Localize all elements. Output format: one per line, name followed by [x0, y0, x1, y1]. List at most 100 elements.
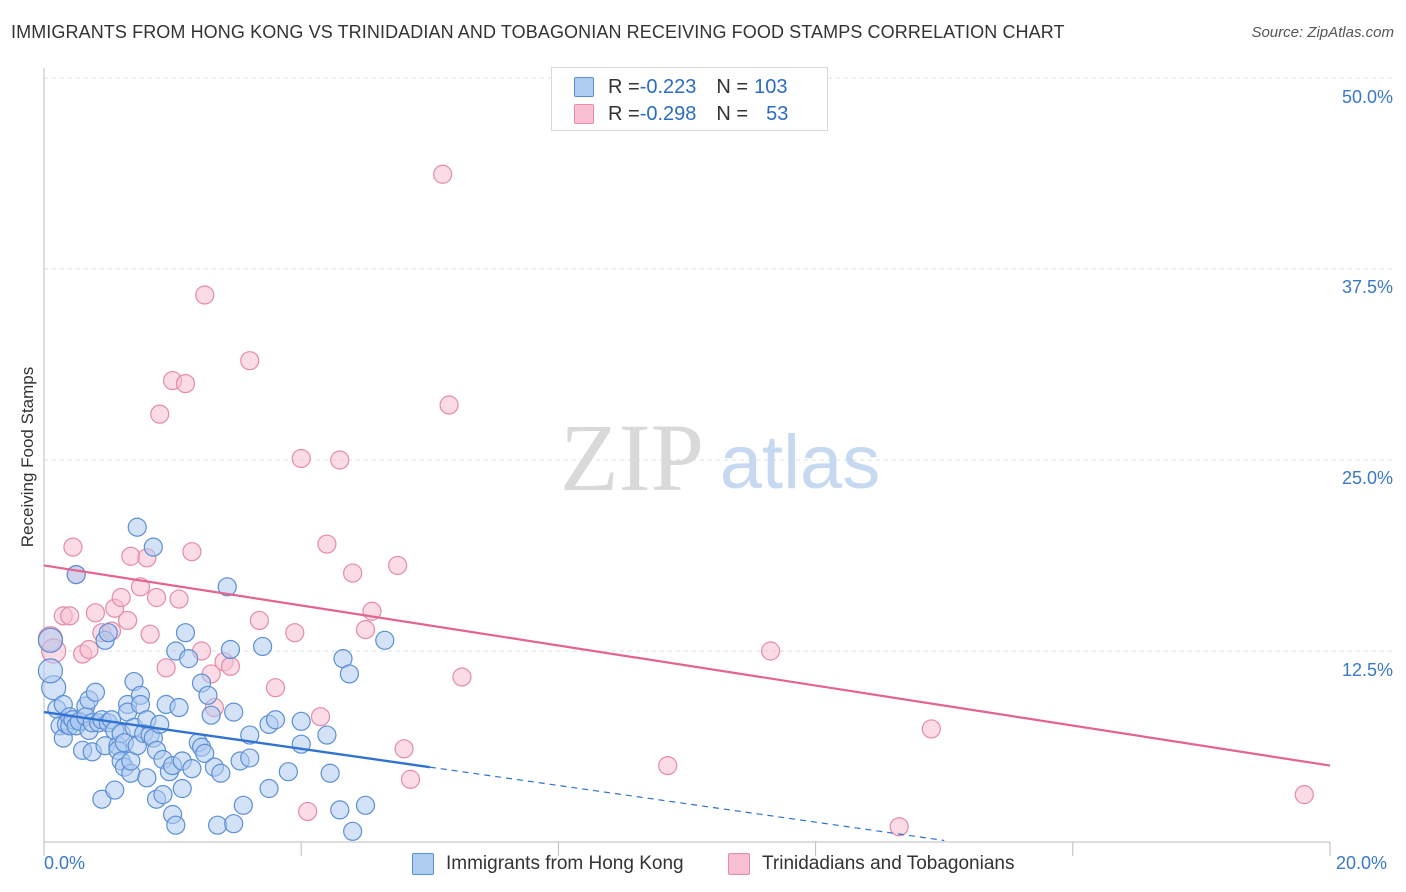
y-tick-label-25: 25.0%	[1341, 468, 1393, 488]
point-blue-12	[66, 564, 86, 585]
y-axis-label: Receiving Food Stamps	[18, 366, 37, 548]
legend-blue-swatch	[412, 853, 434, 875]
y-tick-label-12-5: 12.5%	[1341, 660, 1393, 680]
point-blue-50	[137, 768, 157, 788]
point-pink-19	[150, 404, 170, 424]
point-blue-63	[166, 815, 186, 835]
stats-legend-row-blue: R = -0.223 N = 103	[574, 75, 787, 99]
point-blue-85	[233, 795, 253, 815]
stats-legend-row-pink: R = -0.298 N = 53	[574, 102, 788, 126]
point-blue-69	[179, 649, 199, 669]
point-pink-22	[169, 589, 189, 609]
watermark-zip: ZIP	[560, 404, 704, 511]
bottom-legend-pink: Trinidadians and Tobagonians	[728, 851, 1014, 877]
point-blue-31	[105, 780, 125, 800]
point-pink-14	[121, 546, 141, 566]
point-pink-35	[291, 448, 311, 469]
point-blue-65	[169, 697, 189, 718]
point-blue-87	[240, 748, 260, 768]
point-pink-17	[140, 624, 160, 644]
point-blue-78	[208, 815, 228, 835]
pink-r-value: -0.298	[639, 102, 697, 125]
point-pink-46	[433, 164, 453, 184]
x-tick-label-1: 20.0%	[1336, 853, 1388, 873]
point-pink-50	[760, 641, 781, 661]
watermark-atlas: atlas	[720, 420, 881, 505]
point-pink-24	[182, 542, 202, 562]
point-pink-39	[330, 450, 350, 470]
pink-r-label: R =	[608, 102, 640, 125]
point-pink-20	[156, 658, 176, 678]
point-blue-94	[291, 711, 311, 731]
point-blue-100	[343, 821, 363, 841]
trend-line-pink	[43, 564, 1331, 767]
blue-n-value: 103	[754, 75, 788, 98]
point-blue-96	[320, 763, 340, 783]
trend-lines	[43, 564, 1331, 842]
trend-line-blue	[43, 710, 430, 769]
point-pink-48	[452, 667, 472, 687]
point-pink-8	[85, 603, 106, 623]
point-blue-53	[143, 537, 163, 557]
trend-line-blue-extension	[429, 766, 945, 842]
point-blue-70	[182, 759, 202, 779]
point-blue-75	[198, 685, 218, 705]
point-pink-34	[285, 623, 305, 643]
series-blue-points	[37, 517, 395, 841]
point-pink-41	[355, 620, 376, 640]
point-pink-12	[111, 587, 131, 608]
point-pink-47	[439, 395, 459, 415]
series-pink-points	[37, 164, 1314, 837]
point-blue-80	[217, 577, 237, 597]
legend-blue-label: Immigrants from Hong Kong	[446, 853, 684, 874]
point-blue-83	[224, 814, 244, 834]
point-blue-44	[127, 517, 147, 537]
legend-pink-swatch	[728, 853, 750, 875]
y-tick-label-50: 50.0%	[1341, 87, 1393, 107]
point-pink-4	[63, 537, 83, 557]
point-pink-37	[310, 707, 331, 727]
point-pink-49	[658, 755, 678, 776]
point-pink-33	[265, 678, 286, 698]
point-blue-74	[195, 743, 215, 763]
point-blue-92	[278, 762, 298, 782]
point-pink-40	[343, 563, 363, 583]
point-pink-44	[394, 739, 414, 759]
point-blue-81	[220, 639, 241, 660]
point-pink-51	[889, 817, 909, 837]
bottom-legend-blue: Immigrants from Hong Kong	[412, 851, 684, 877]
point-pink-26	[195, 285, 215, 305]
point-blue-57	[153, 785, 173, 805]
watermark: ZIP atlas	[560, 404, 880, 511]
blue-r-label: R =	[608, 75, 640, 98]
point-blue-91	[265, 710, 286, 730]
legend-pink-label: Trinidadians and Tobagonians	[762, 853, 1015, 874]
point-pink-52	[921, 719, 941, 739]
y-tick-label-37-5: 37.5%	[1341, 277, 1393, 297]
point-pink-31	[240, 351, 260, 371]
point-pink-13	[117, 610, 138, 631]
point-pink-18	[146, 587, 167, 608]
pink-n-value: 53	[766, 102, 789, 125]
point-blue-76	[201, 705, 221, 725]
chart-title: IMMIGRANTS FROM HONG KONG VS TRINIDADIAN…	[11, 22, 1065, 42]
point-pink-32	[249, 610, 270, 631]
axes	[43, 68, 1331, 856]
x-tick-label-0: 0.0%	[44, 853, 86, 873]
point-blue-27	[98, 623, 118, 643]
point-blue-0	[37, 627, 64, 653]
point-blue-86	[240, 725, 260, 745]
pink-swatch	[574, 104, 594, 124]
pink-n-label: N =	[716, 102, 749, 125]
point-pink-38	[317, 534, 337, 554]
point-pink-3	[60, 606, 80, 626]
point-pink-15	[130, 577, 151, 597]
source-label: Source: ZipAtlas.com	[1251, 24, 1394, 41]
blue-r-value: -0.223	[639, 75, 697, 98]
point-pink-30	[220, 656, 241, 676]
point-blue-90	[259, 778, 279, 799]
stats-legend: R = -0.223 N = 103 R = -0.298 N = 53	[551, 67, 828, 131]
point-blue-102	[375, 630, 395, 650]
point-blue-66	[172, 778, 192, 799]
